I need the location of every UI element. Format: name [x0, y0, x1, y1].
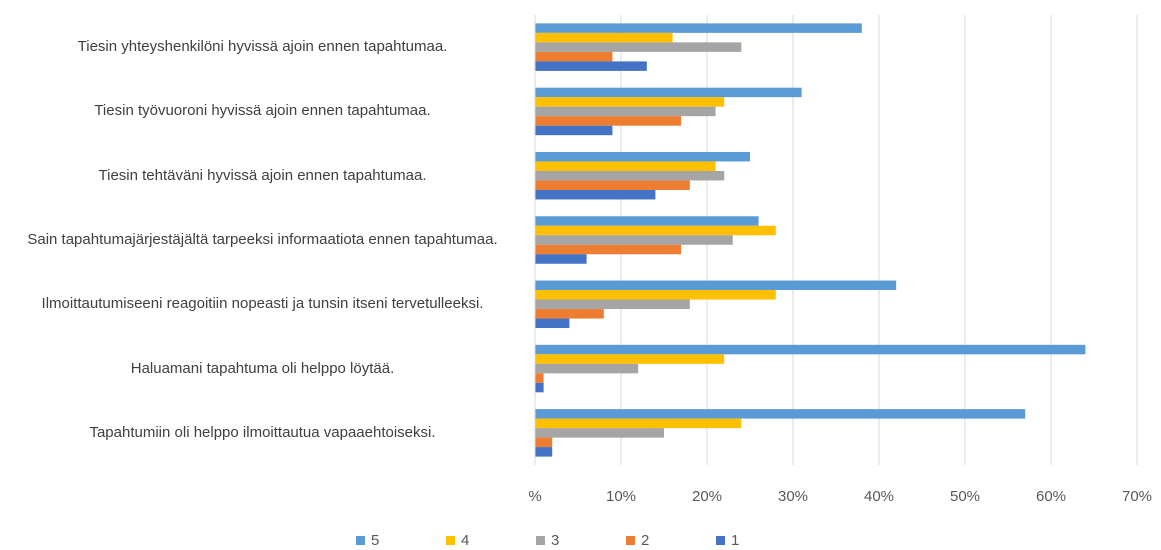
- x-tick-label: %: [528, 488, 541, 505]
- x-tick-label: 20%: [692, 488, 722, 505]
- legend-label: 3: [551, 532, 559, 549]
- bar: [535, 254, 587, 264]
- bar: [535, 447, 553, 457]
- x-tick-label: 60%: [1036, 488, 1066, 505]
- bar: [535, 235, 733, 245]
- bar: [535, 309, 604, 319]
- bar: [535, 363, 639, 374]
- x-tick-label: 70%: [1122, 488, 1152, 505]
- y-tick-label: Ilmoittautumiseeni reagoitiin nopeasti j…: [41, 295, 484, 313]
- bar: [535, 51, 613, 62]
- y-tick-label: Tapahtumiin oli helppo ilmoittautua vapa…: [89, 423, 436, 441]
- bar: [535, 244, 682, 255]
- legend-label: 2: [641, 532, 649, 549]
- bar: [535, 344, 1086, 355]
- x-tick-label: 40%: [864, 488, 894, 505]
- bar: [535, 280, 897, 291]
- legend-swatch: [716, 536, 725, 545]
- y-tick-label: Tiesin työvuoroni hyvissä ajoin ennen ta…: [94, 102, 431, 120]
- bar: [535, 32, 673, 43]
- bar: [535, 216, 759, 226]
- bar: [535, 409, 1026, 419]
- legend-label: 1: [731, 532, 739, 549]
- bar: [535, 116, 682, 126]
- bar: [535, 382, 544, 393]
- bar: [535, 180, 690, 190]
- bar: [535, 373, 544, 383]
- bar: [535, 161, 716, 171]
- bar: [535, 428, 664, 438]
- y-tick-label: Sain tapahtumajärjestäjältä tarpeeksi in…: [27, 231, 498, 248]
- y-tick-label: Tiesin yhteyshenkilöni hyvissä ajoin enn…: [77, 38, 448, 56]
- legend-swatch: [536, 536, 545, 545]
- bar: [535, 318, 570, 329]
- bar: [535, 299, 690, 310]
- bar: [535, 42, 742, 52]
- bar: [535, 106, 716, 117]
- y-tick-label: Tiesin tehtäväni hyvissä ajoin ennen tap…: [98, 166, 427, 184]
- x-tick-label: 50%: [950, 488, 980, 505]
- bar: [535, 418, 742, 429]
- bar: [535, 97, 725, 107]
- legend-swatch: [626, 536, 635, 545]
- bar: [535, 87, 802, 98]
- y-tick-label: Haluamani tapahtuma oli helppo löytää.: [130, 359, 395, 377]
- legend-swatch: [446, 536, 455, 545]
- bar: [535, 61, 647, 71]
- x-tick-label: 10%: [606, 488, 636, 505]
- bar: [535, 354, 725, 364]
- legend-label: 4: [461, 532, 469, 549]
- bar: [535, 437, 553, 448]
- bar: [535, 290, 776, 300]
- bar: [535, 125, 613, 136]
- bar: [535, 170, 725, 181]
- bar: [535, 151, 750, 162]
- bar: [535, 23, 862, 33]
- legend-swatch: [356, 536, 365, 545]
- legend-label: 5: [371, 532, 379, 549]
- x-tick-label: 30%: [778, 488, 808, 505]
- bar: [535, 225, 776, 236]
- bar: [535, 189, 656, 200]
